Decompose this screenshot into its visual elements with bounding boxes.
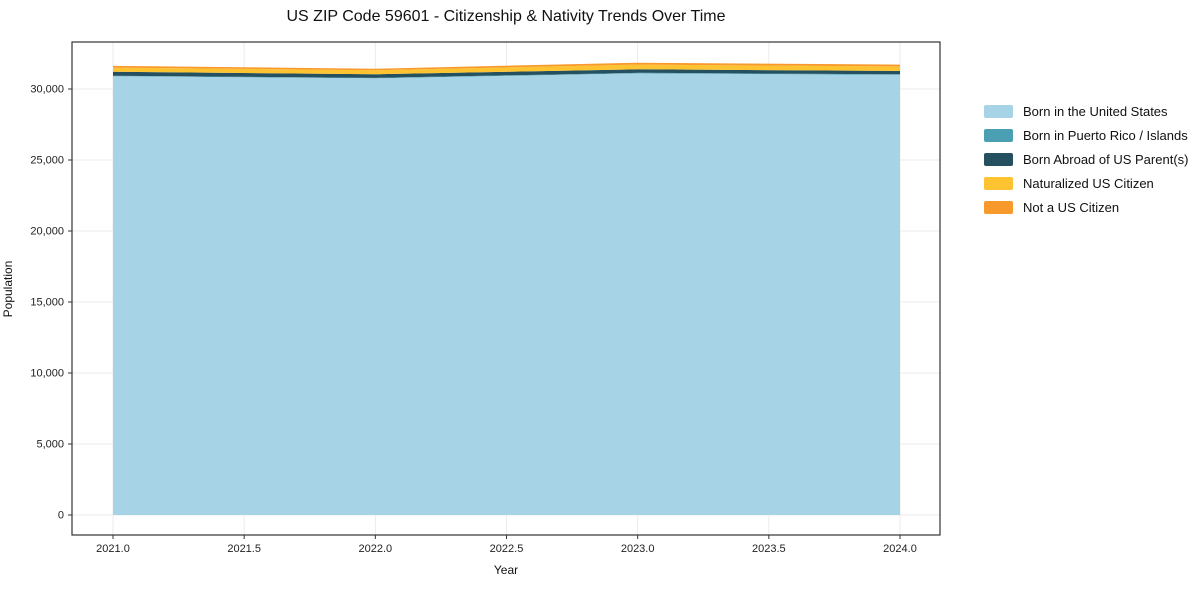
x-tick-label: 2022.0 (359, 543, 393, 555)
y-tick-label: 5,000 (36, 439, 64, 451)
area-series (113, 69, 900, 78)
legend-label: Born in the United States (1023, 103, 1168, 119)
y-tick-label: 30,000 (30, 84, 64, 96)
legend-label: Naturalized US Citizen (1023, 175, 1154, 191)
x-tick-label: 2021.5 (227, 543, 261, 555)
legend-label: Born in Puerto Rico / Islands (1023, 127, 1188, 143)
x-tick-label: 2021.0 (96, 543, 130, 555)
legend-swatch (984, 200, 1013, 214)
x-tick-label: 2023.5 (752, 543, 786, 555)
legend-item: Born in Puerto Rico / Islands (984, 127, 1188, 143)
legend-swatch (984, 176, 1013, 190)
legend-item: Not a US Citizen (984, 199, 1188, 215)
area-series (113, 73, 900, 516)
y-tick-label: 10,000 (30, 368, 64, 380)
y-tick-label: 20,000 (30, 226, 64, 238)
legend-label: Not a US Citizen (1023, 199, 1120, 215)
x-tick-label: 2022.5 (490, 543, 524, 555)
y-tick-label: 0 (58, 510, 64, 522)
y-tick-label: 25,000 (30, 155, 64, 167)
legend-item: Born in the United States (984, 103, 1188, 119)
legend: Born in the United States Born in Puerto … (984, 103, 1189, 215)
legend-swatch (984, 152, 1013, 166)
chart-title: US ZIP Code 59601 - Citizenship & Nativi… (286, 8, 726, 25)
legend-item: Naturalized US Citizen (984, 175, 1188, 191)
area-series (113, 64, 900, 75)
y-axis-label: Population (1, 260, 15, 318)
area-series (113, 62, 900, 71)
x-tick-label: 2023.0 (621, 543, 655, 555)
x-tick-label: 2024.0 (883, 543, 917, 555)
x-axis-label: Year (493, 563, 519, 577)
legend-swatch (984, 104, 1013, 118)
y-tick-label: 15,000 (30, 297, 64, 309)
legend-item: Born Abroad of US Parent(s) (984, 151, 1189, 167)
legend-swatch (984, 128, 1013, 142)
legend-label: Born Abroad of US Parent(s) (1023, 151, 1189, 167)
area-series (113, 72, 900, 79)
